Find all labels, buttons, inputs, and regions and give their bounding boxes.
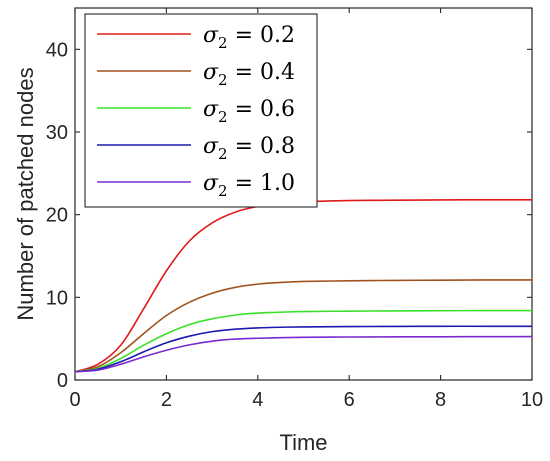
legend-label-5: σ2 = 1.0 [203, 171, 295, 200]
legend-label-4: σ2 = 0.8 [203, 134, 295, 163]
series-line-5 [74, 335, 533, 373]
x-tick-label: 0 [69, 389, 80, 411]
legend-symbol: σ [203, 134, 219, 159]
legend-value: = 0.4 [228, 60, 295, 85]
axis-ticks: 0 2 4 6 8 10 0 10 20 30 40 [46, 8, 543, 411]
legend-symbol: σ [203, 97, 219, 122]
legend-label-3: σ2 = 0.6 [203, 97, 295, 126]
x-tick-label: 2 [161, 389, 172, 411]
legend-value: = 0.2 [228, 23, 295, 48]
x-tick-label: 8 [435, 389, 446, 411]
legend-symbol: σ [203, 60, 219, 85]
y-tick-label: 20 [46, 205, 68, 227]
legend-symbol: σ [203, 171, 219, 196]
y-tick-label: 0 [57, 370, 68, 392]
y-tick-label: 10 [46, 287, 68, 309]
legend-subscript: 2 [218, 145, 228, 163]
series-line-2 [74, 279, 533, 373]
x-tick-label: 6 [344, 389, 355, 411]
x-tick-label: 10 [521, 389, 543, 411]
y-tick-label: 30 [46, 122, 68, 144]
legend: σ2 = 0.2σ2 = 0.4σ2 = 0.6σ2 = 0.8σ2 = 1.0 [84, 13, 318, 208]
legend-subscript: 2 [218, 182, 228, 200]
legend-value: = 0.8 [228, 134, 295, 159]
y-axis-label: Number of patched nodes [13, 67, 38, 320]
series-line-1 [74, 198, 533, 373]
legend-label-1: σ2 = 0.2 [203, 23, 295, 52]
legend-box [84, 13, 318, 208]
y-tick-label: 40 [46, 39, 68, 61]
legend-value: = 0.6 [228, 97, 295, 122]
series-line-3 [74, 309, 533, 373]
legend-symbol: σ [203, 23, 219, 48]
legend-subscript: 2 [218, 108, 228, 126]
legend-subscript: 2 [218, 34, 228, 52]
series-line-4 [74, 325, 532, 373]
x-axis-label: Time [279, 430, 327, 455]
x-tick-label: 4 [252, 389, 263, 411]
legend-label-2: σ2 = 0.4 [203, 60, 295, 89]
legend-subscript: 2 [218, 71, 228, 89]
legend-value: = 1.0 [228, 171, 295, 196]
series-lines [74, 198, 533, 373]
